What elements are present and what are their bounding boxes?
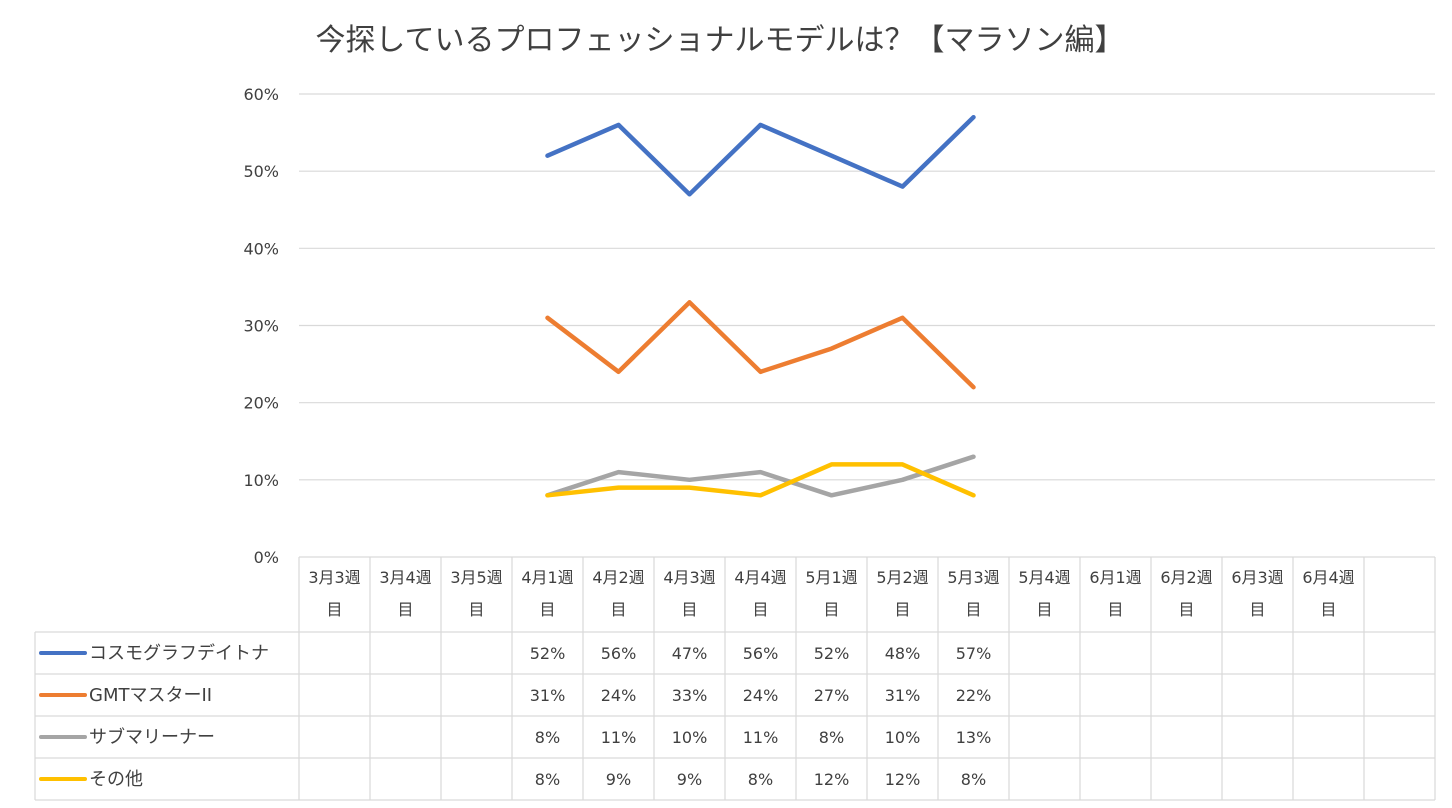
x-category-label: 3月3週 bbox=[308, 568, 360, 587]
x-category-label: 6月4週 bbox=[1302, 568, 1354, 587]
x-category-label: 4月1週 bbox=[521, 568, 573, 587]
x-category-label-line2: 目 bbox=[1178, 600, 1194, 619]
series-line bbox=[545, 454, 976, 498]
x-category-label: 6月2週 bbox=[1160, 568, 1212, 587]
data-table-cell: 10% bbox=[672, 728, 708, 747]
x-category-label-line2: 目 bbox=[681, 600, 697, 619]
data-table-cell: 56% bbox=[601, 644, 637, 663]
legend-label: その他 bbox=[89, 769, 143, 790]
data-table-cell: 24% bbox=[601, 686, 637, 705]
data-table-cell: 24% bbox=[743, 686, 779, 705]
series-line bbox=[545, 462, 976, 498]
legend-label: コスモグラフデイトナ bbox=[89, 643, 269, 664]
x-category-label: 6月1週 bbox=[1089, 568, 1141, 587]
legend-label: GMTマスターII bbox=[89, 685, 212, 706]
x-category-label: 4月4週 bbox=[734, 568, 786, 587]
x-category-label: 3月5週 bbox=[450, 568, 502, 587]
x-category-label-line2: 目 bbox=[823, 600, 839, 619]
data-table-cell: 13% bbox=[956, 728, 992, 747]
data-table-cell: 8% bbox=[535, 770, 560, 789]
legend-label: サブマリーナー bbox=[89, 726, 215, 748]
x-category-label-line2: 目 bbox=[1107, 600, 1123, 619]
data-table-cell: 9% bbox=[606, 770, 631, 789]
x-category-label-line2: 目 bbox=[965, 600, 981, 619]
data-table-cell: 48% bbox=[885, 644, 921, 663]
x-category-label-line2: 目 bbox=[539, 600, 555, 619]
data-table-cell: 52% bbox=[814, 644, 850, 663]
data-table-cell: 8% bbox=[748, 770, 773, 789]
x-category-label-line2: 目 bbox=[1036, 600, 1052, 619]
data-table-cell: 8% bbox=[819, 728, 844, 747]
x-category-label-line2: 目 bbox=[1249, 600, 1265, 619]
series-lines bbox=[545, 114, 976, 498]
y-tick-label: 0% bbox=[254, 548, 279, 567]
data-table-cell: 12% bbox=[885, 770, 921, 789]
x-category-label-line2: 目 bbox=[610, 600, 626, 619]
data-table-cell: 22% bbox=[956, 686, 992, 705]
data-table-cell: 8% bbox=[961, 770, 986, 789]
x-category-label-line2: 目 bbox=[468, 600, 484, 619]
y-tick-label: 30% bbox=[243, 317, 279, 336]
data-table-cell: 33% bbox=[672, 686, 708, 705]
x-category-label-line2: 目 bbox=[326, 600, 342, 619]
x-category-label: 5月1週 bbox=[805, 568, 857, 587]
x-category-label: 3月4週 bbox=[379, 568, 431, 587]
data-table-cell: 12% bbox=[814, 770, 850, 789]
chart-title: 今探しているプロフェッショナルモデルは？【マラソン編】 bbox=[315, 23, 1124, 58]
y-tick-label: 10% bbox=[243, 471, 279, 490]
data-table-cell: 8% bbox=[535, 728, 560, 747]
x-category-label: 6月3週 bbox=[1231, 568, 1283, 587]
data-table-cell: 31% bbox=[885, 686, 921, 705]
x-category-label: 5月2週 bbox=[876, 568, 928, 587]
data-table-cell: 11% bbox=[743, 728, 779, 747]
data-table-cell: 10% bbox=[885, 728, 921, 747]
data-table-cell: 9% bbox=[677, 770, 702, 789]
x-category-label-line2: 目 bbox=[752, 600, 768, 619]
x-category-label-line2: 目 bbox=[1320, 600, 1336, 619]
y-tick-label: 60% bbox=[243, 85, 279, 104]
data-table-cell: 57% bbox=[956, 644, 992, 663]
x-category-label-line2: 目 bbox=[397, 600, 413, 619]
data-table-cell: 27% bbox=[814, 686, 850, 705]
y-tick-label: 40% bbox=[243, 239, 279, 258]
y-tick-label: 50% bbox=[243, 162, 279, 181]
x-category-label: 4月3週 bbox=[663, 568, 715, 587]
data-table-cell: 56% bbox=[743, 644, 779, 663]
y-axis-ticks: 0% 10% 20% 30% 40% 50% 60% bbox=[243, 85, 279, 567]
data-table-cell: 47% bbox=[672, 644, 708, 663]
x-category-label-line2: 目 bbox=[894, 600, 910, 619]
data-table-cell: 52% bbox=[530, 644, 566, 663]
series-line bbox=[545, 300, 976, 390]
y-tick-label: 20% bbox=[243, 394, 279, 413]
data-table-cell: 31% bbox=[530, 686, 566, 705]
series-line bbox=[545, 114, 976, 197]
x-category-label: 5月3週 bbox=[947, 568, 999, 587]
x-category-label: 5月4週 bbox=[1018, 568, 1070, 587]
data-table-cell: 11% bbox=[601, 728, 637, 747]
x-category-label: 4月2週 bbox=[592, 568, 644, 587]
